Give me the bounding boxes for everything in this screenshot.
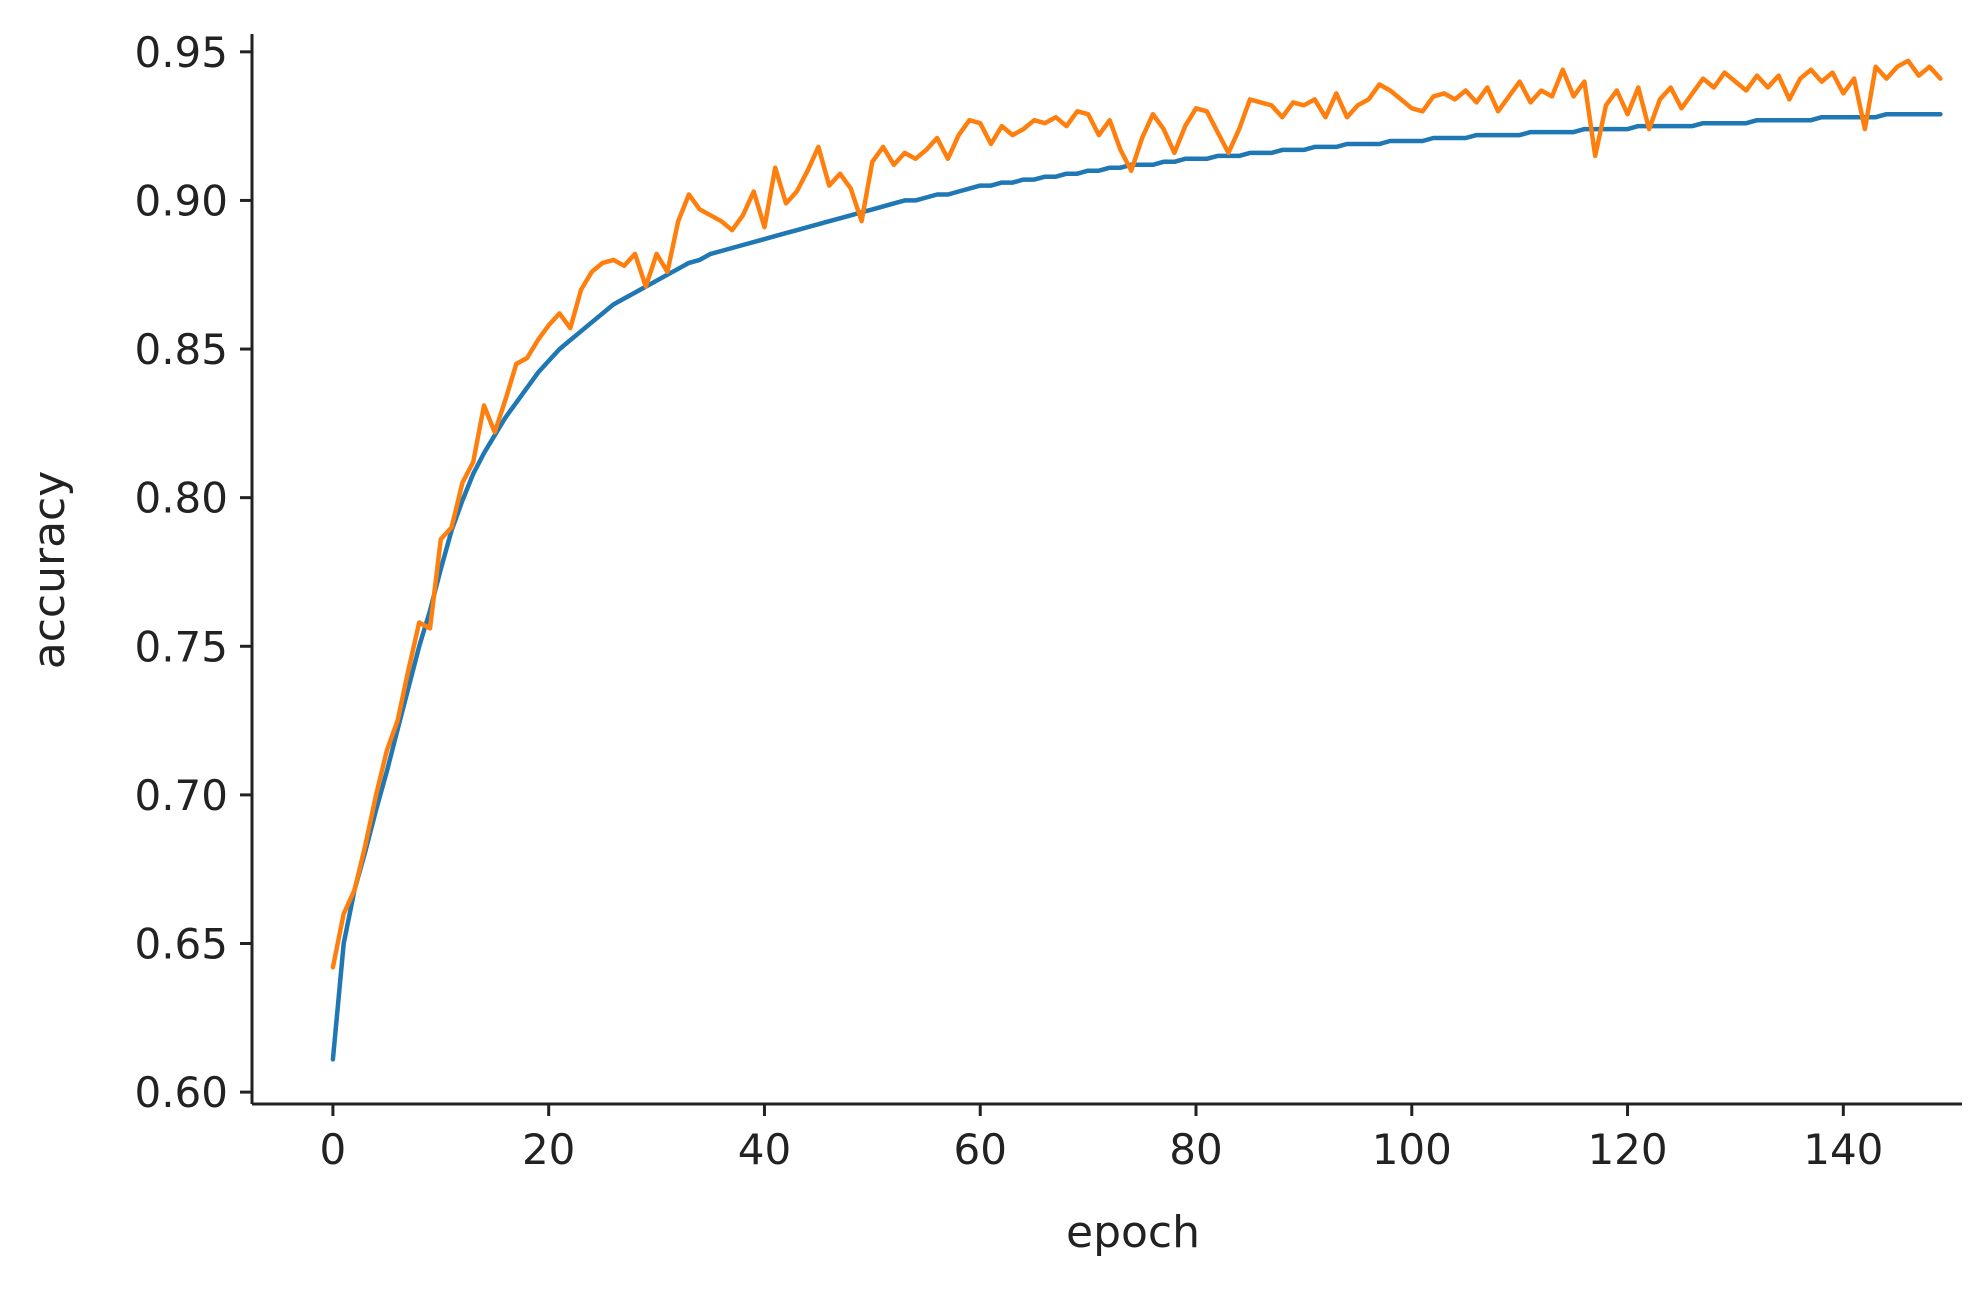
y-tick-label: 0.60 [134,1068,228,1117]
x-tick-label: 40 [738,1125,791,1174]
x-tick-label: 140 [1803,1125,1883,1174]
y-tick-label: 0.90 [134,176,228,225]
y-axis-title: accuracy [24,471,75,670]
ticks-layer: 0 20 40 60 80 100 120 140 0.60 0.65 0.70 0.75 0.80 0.… [134,28,1883,1174]
y-tick-label: 0.95 [134,28,228,77]
y-tick-label: 0.70 [134,771,228,820]
x-axis-title: epoch [1066,1207,1200,1258]
x-tick-label: 80 [1169,1125,1222,1174]
y-tick-label: 0.80 [134,474,228,523]
y-tick-label: 0.65 [134,920,228,969]
series-line-2 [330,58,1943,970]
x-tick-label: 100 [1372,1125,1452,1174]
x-tick-label: 60 [954,1125,1007,1174]
series-line-1 [330,111,1943,1062]
y-tick-label: 0.85 [134,325,228,374]
axes-layer [250,34,1962,1106]
x-tick-label: 20 [522,1125,575,1174]
x-tick-label: 120 [1587,1125,1667,1174]
series-layer [330,58,1943,1062]
x-tick-label: 0 [320,1125,347,1174]
y-tick-label: 0.75 [134,622,228,671]
